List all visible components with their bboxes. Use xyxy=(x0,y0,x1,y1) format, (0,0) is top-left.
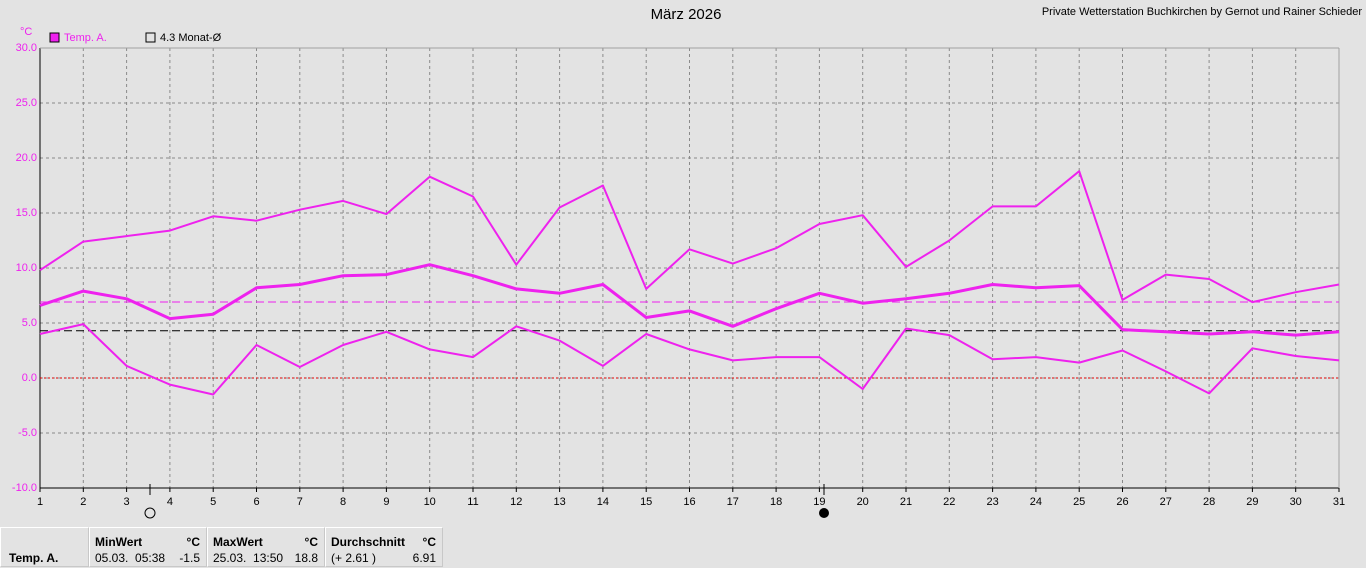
x-tick-label: 28 xyxy=(1203,496,1215,508)
x-tick-label: 18 xyxy=(770,496,782,508)
summary-cell: MinWert °C 05.03. 05:38 -1.5 xyxy=(89,527,207,567)
chart-title: März 2026 xyxy=(651,6,722,23)
y-axis-unit: °C xyxy=(20,26,32,38)
x-tick-label: 10 xyxy=(424,496,436,508)
column-header: MaxWert xyxy=(213,535,263,549)
column-unit: °C xyxy=(304,535,318,549)
x-tick-label: 20 xyxy=(857,496,869,508)
data-line xyxy=(39,170,1340,304)
new-moon-icon xyxy=(819,508,829,518)
chart-subtitle: Private Wetterstation Buchkirchen by Ger… xyxy=(1042,6,1363,18)
row-label: Temp. A. xyxy=(9,551,59,565)
x-tick-label: 14 xyxy=(597,496,609,508)
x-tick-label: 15 xyxy=(640,496,652,508)
x-tick-label: 21 xyxy=(900,496,912,508)
x-tick-label: 7 xyxy=(297,496,303,508)
column-unit: °C xyxy=(186,535,200,549)
y-tick-label: 25.0 xyxy=(16,97,37,109)
x-tick-label: 8 xyxy=(340,496,346,508)
x-tick-label: 29 xyxy=(1246,496,1258,508)
x-tick-label: 19 xyxy=(813,496,825,508)
x-tick-label: 31 xyxy=(1333,496,1345,508)
x-tick-label: 4 xyxy=(167,496,173,508)
y-tick-label: -5.0 xyxy=(18,427,37,439)
y-tick-label: 5.0 xyxy=(22,317,37,329)
full-moon-icon xyxy=(144,507,156,519)
column-value: -1.5 xyxy=(179,551,200,565)
x-tick-label: 12 xyxy=(510,496,522,508)
column-time: (+ 2.61 ) xyxy=(331,551,377,565)
y-tick-label: 0.0 xyxy=(22,372,37,384)
legend-swatch xyxy=(49,32,60,43)
x-tick-label: 2 xyxy=(80,496,86,508)
summary-cell: MaxWert °C 25.03. 13:50 18.8 xyxy=(207,527,325,567)
x-tick-label: 30 xyxy=(1290,496,1302,508)
x-tick-label: 3 xyxy=(124,496,130,508)
column-value: 18.8 xyxy=(294,551,318,565)
column-time: 05.03. 05:38 xyxy=(95,551,166,565)
data-line xyxy=(39,323,1340,396)
column-header: MinWert xyxy=(95,535,143,549)
x-tick-label: 26 xyxy=(1116,496,1128,508)
legend-label: Temp. A. xyxy=(64,32,107,44)
x-tick-label: 9 xyxy=(383,496,389,508)
x-tick-label: 1 xyxy=(37,496,43,508)
x-tick-label: 22 xyxy=(943,496,955,508)
x-tick-label: 6 xyxy=(253,496,259,508)
y-tick-label: 10.0 xyxy=(16,262,37,274)
row-label-cell: Temp. A. xyxy=(0,527,89,567)
x-tick-label: 11 xyxy=(467,496,478,508)
x-tick-label: 5 xyxy=(210,496,216,508)
legend-label: 4.3 Monat-Ø xyxy=(160,32,222,44)
legend-swatch xyxy=(145,32,156,43)
y-tick-label: 20.0 xyxy=(16,152,37,164)
x-tick-label: 23 xyxy=(986,496,998,508)
y-tick-label: -10.0 xyxy=(12,482,37,494)
x-tick-label: 13 xyxy=(553,496,565,508)
chart: März 2026 Private Wetterstation Buchkirc… xyxy=(12,6,1363,519)
x-tick-label: 16 xyxy=(683,496,695,508)
column-header: Durchschnitt xyxy=(331,535,406,549)
column-unit: °C xyxy=(422,535,436,549)
x-tick-label: 17 xyxy=(727,496,739,508)
summary-cell: Durchschnitt °C (+ 2.61 ) 6.91 xyxy=(325,527,443,567)
x-tick-label: 25 xyxy=(1073,496,1085,508)
y-tick-label: 15.0 xyxy=(16,207,37,219)
data-line xyxy=(39,263,1340,337)
column-value: 6.91 xyxy=(412,551,436,565)
x-tick-label: 24 xyxy=(1030,496,1042,508)
summary-table: Temp. A. MinWert °C 05.03. 05:38 -1.5 MaxWer… xyxy=(0,527,443,568)
column-time: 25.03. 13:50 xyxy=(213,551,284,565)
x-tick-label: 27 xyxy=(1160,496,1172,508)
y-tick-label: 30.0 xyxy=(16,42,37,54)
